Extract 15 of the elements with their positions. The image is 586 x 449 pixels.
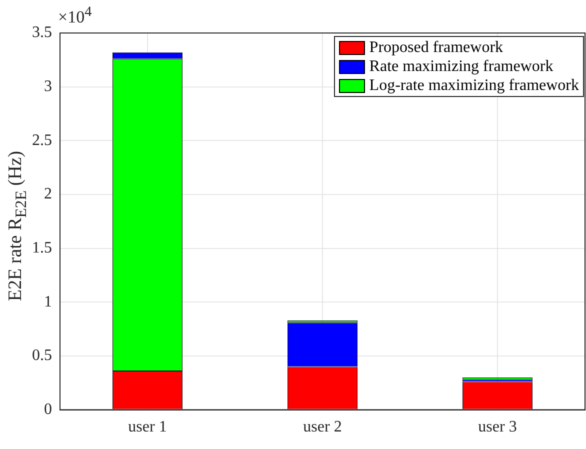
y-tick-label: 1.5	[32, 240, 52, 257]
y-tick-label: 2	[44, 186, 52, 203]
legend-label: Rate maximizing framework	[369, 58, 554, 76]
x-tick-label: user 1	[128, 418, 167, 436]
y-tick-label: 2.5	[32, 132, 52, 149]
legend-label: Proposed framework	[369, 38, 504, 56]
x-tick-label: user 2	[303, 418, 342, 436]
text: ×10$^{4}$	[58, 4, 92, 28]
y-tick-label: 0	[44, 401, 52, 418]
y-tick-label: 3	[44, 78, 52, 96]
y-tick-label: 3.5	[32, 24, 52, 42]
legend-label: Log-rate maximizing framework	[369, 76, 579, 94]
y-tick-label: 0.5	[32, 347, 52, 364]
x-tick-label: user 3	[478, 418, 517, 436]
y-tick-label: 1	[44, 293, 52, 310]
